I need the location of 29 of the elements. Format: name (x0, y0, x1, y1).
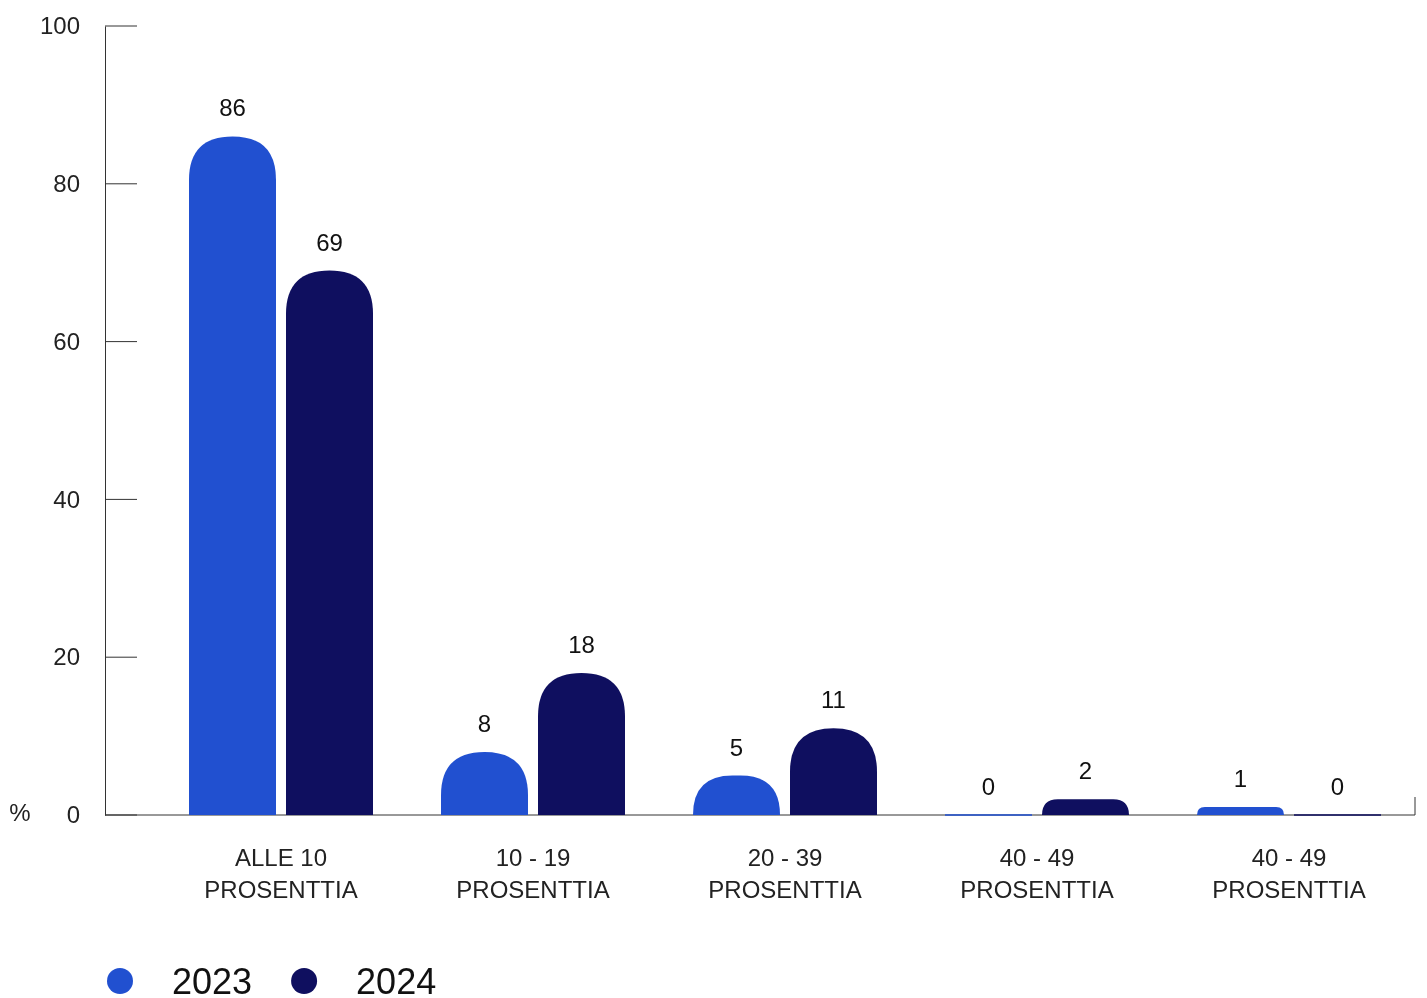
data-label: 2 (1078, 757, 1093, 785)
x-tick-label: 40 - 49 PROSENTTIA (960, 844, 1114, 903)
y-tick-label: 100 (39, 12, 80, 40)
data-label: 11 (821, 686, 846, 714)
data-label: 1 (1233, 765, 1248, 793)
y-tick-label: 20 (53, 643, 80, 671)
x-tick-label: 20 - 39 PROSENTTIA (708, 844, 862, 903)
bar (189, 136, 276, 815)
legend-label: 2023 (172, 961, 253, 998)
y-tick-label: 60 (53, 327, 80, 355)
data-label: 86 (219, 94, 246, 122)
x-tick-label: 10 - 19 PROSENTTIA (456, 844, 610, 903)
y-tick-label: 40 (53, 485, 80, 513)
data-label: 69 (316, 228, 343, 256)
data-label: 18 (568, 630, 595, 658)
x-tick-label: ALLE 10 PROSENTTIA (204, 844, 358, 903)
bar (1042, 799, 1129, 815)
bar (1197, 807, 1284, 815)
y-tick-label: 80 (53, 169, 80, 197)
data-label: 5 (729, 733, 744, 761)
x-tick-label: 40 - 49 PROSENTTIA (1212, 844, 1366, 903)
data-label: 0 (981, 773, 996, 800)
data-label: 8 (477, 709, 492, 737)
y-axis-title: % (9, 799, 31, 826)
bar (286, 270, 373, 815)
legend-label: 2024 (356, 961, 437, 998)
y-tick-label: 0 (66, 801, 80, 829)
bar (538, 672, 625, 815)
data-label: 0 (1330, 773, 1345, 800)
